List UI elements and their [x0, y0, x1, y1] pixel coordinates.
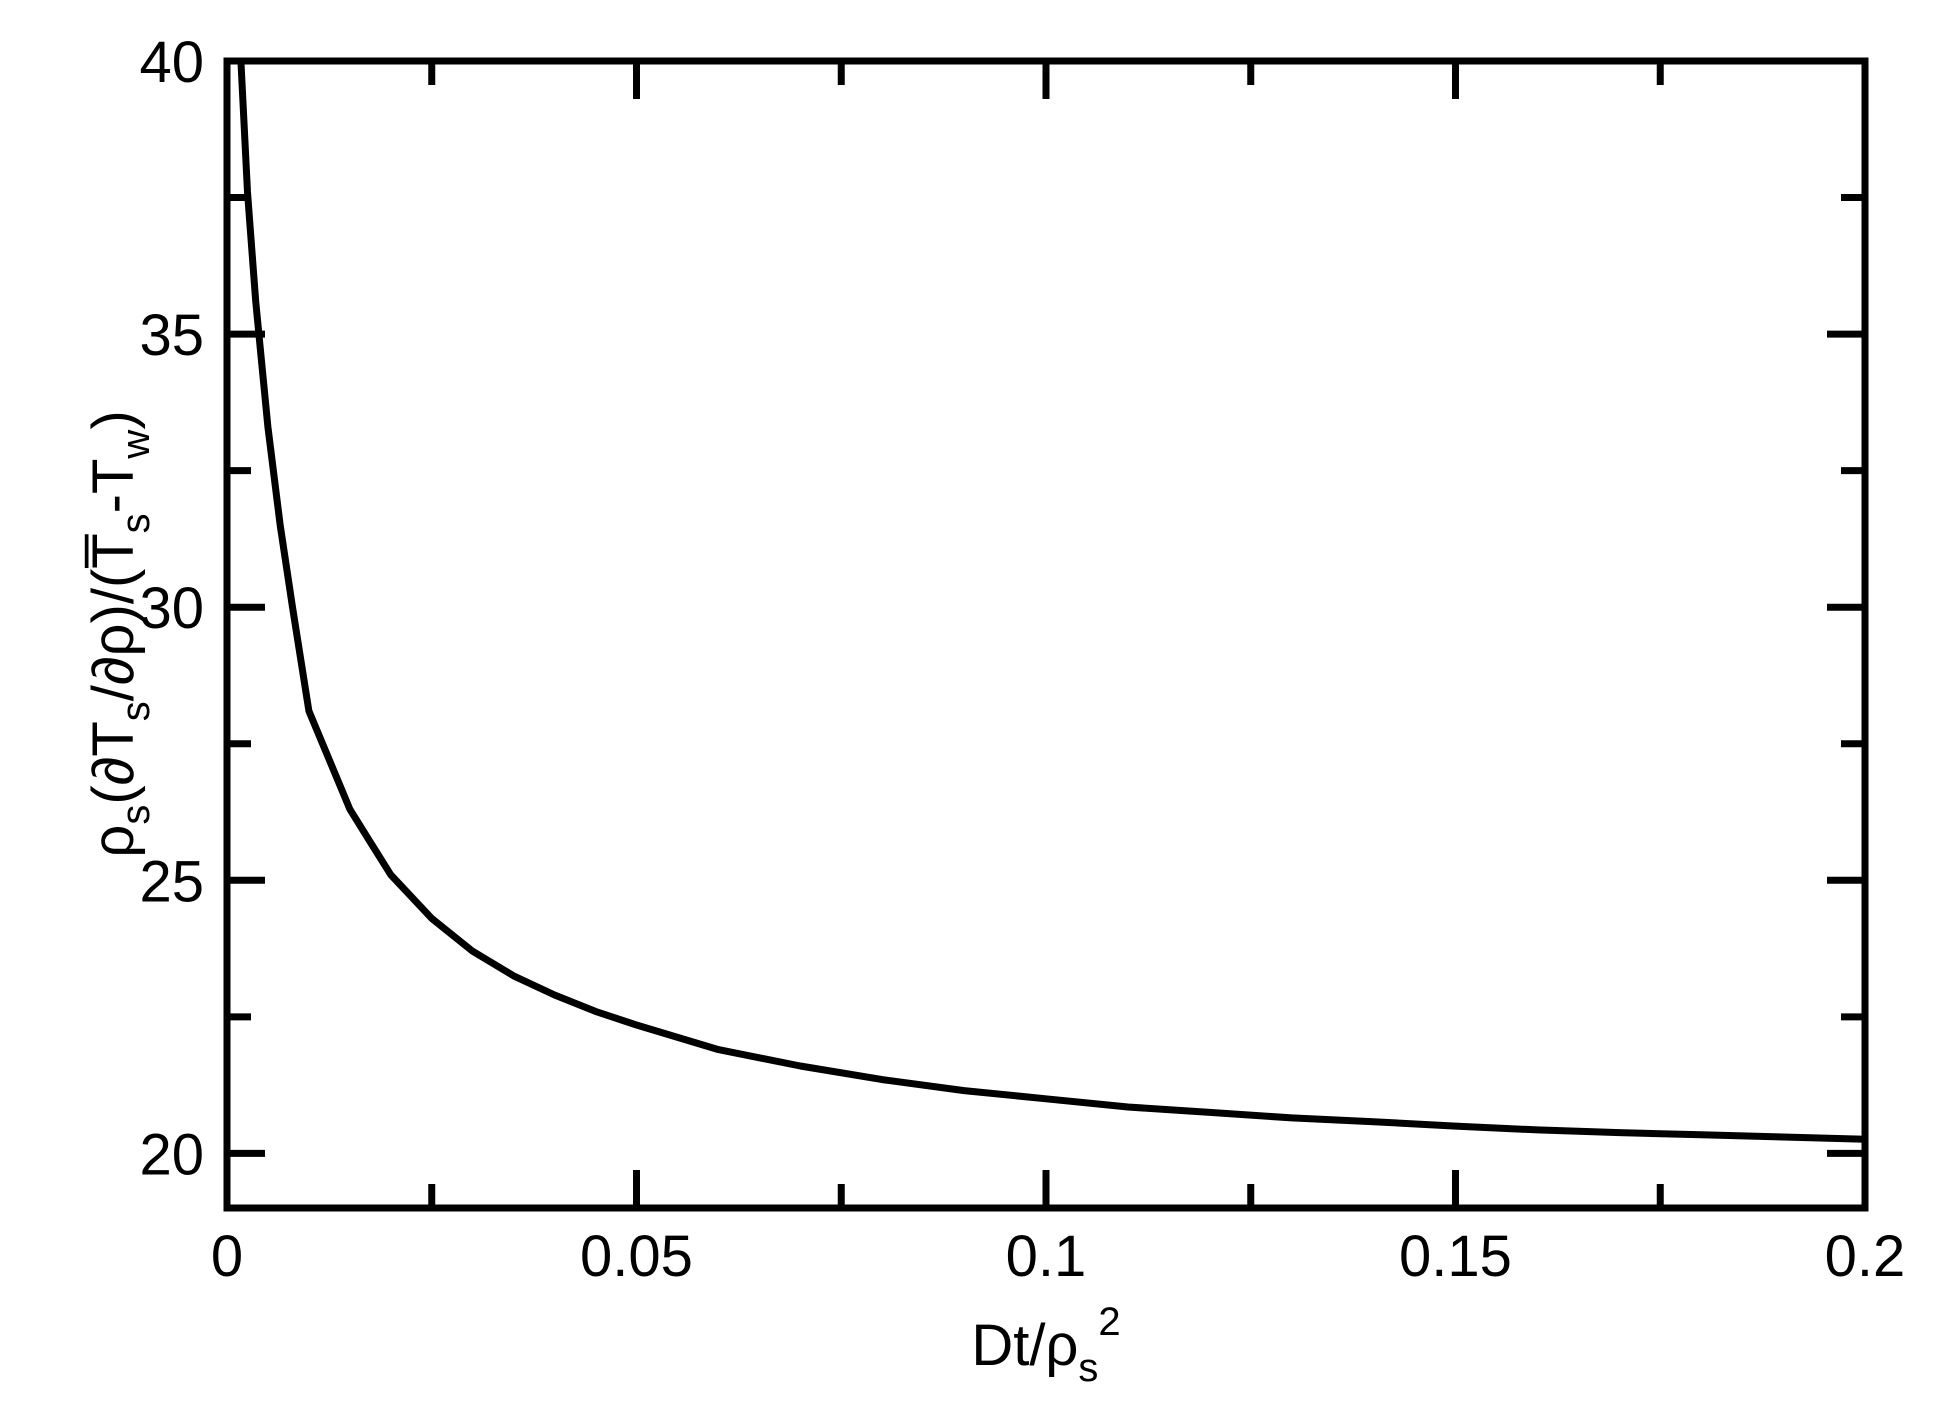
- x-axis-title-part-2: 2: [1098, 1300, 1120, 1344]
- y-axis-title-part-2: (∂T: [81, 721, 146, 804]
- y-tick-label-2: 30: [139, 576, 204, 641]
- y-axis-title-part-5: s: [114, 513, 158, 533]
- y-axis-title-part-7: w: [114, 430, 158, 460]
- y-axis-title-part-6: -T: [81, 459, 146, 514]
- x-tick-label-0: 0: [211, 1224, 243, 1289]
- y-axis-title-part-8: ): [81, 410, 146, 429]
- x-tick-label-3: 0.15: [1399, 1224, 1512, 1289]
- x-tick-label-1: 0.05: [580, 1224, 693, 1289]
- y-tick-label-3: 35: [139, 303, 204, 368]
- y-tick-label-1: 25: [139, 849, 204, 914]
- y-tick-label-0: 20: [139, 1122, 204, 1187]
- x-tick-label-2: 0.1: [1006, 1224, 1087, 1289]
- plot-frame: [223, 57, 1869, 1212]
- x-axis-title-part-0: Dt/ρ: [971, 1313, 1078, 1378]
- x-axis-title-part-1: s: [1078, 1346, 1098, 1390]
- y-axis-title-part-0: ρ: [81, 825, 146, 858]
- x-axis-title: Dt/ρs2: [971, 1300, 1120, 1390]
- y-axis-title-part-1: s: [114, 805, 158, 825]
- y-axis-title-part-4: /∂ρ)/(T̅: [81, 533, 146, 701]
- x-tick-label-4: 0.2: [1825, 1224, 1906, 1289]
- axis-ticks: [227, 61, 1865, 1208]
- y-axis-title: ρs(∂Ts/∂ρ)/(T̅s-Tw): [81, 410, 158, 857]
- series-line-0: [237, 57, 1869, 1143]
- plot-content: [237, 57, 1869, 1143]
- tick-labels: 0 0.05 0.1 0.15 0.2 20 25 30 35 40: [139, 30, 1905, 1289]
- y-axis-title-part-3: s: [114, 701, 158, 721]
- y-tick-label-4: 40: [139, 30, 204, 95]
